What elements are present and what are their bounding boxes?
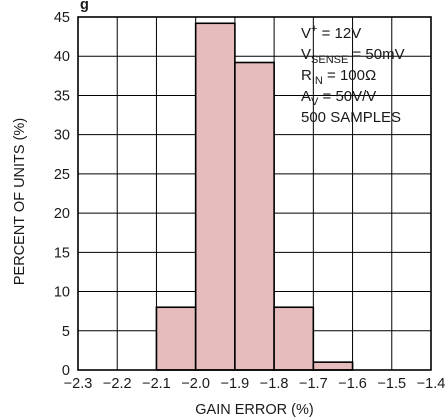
y-tick-label: 10 [54, 285, 70, 301]
x-tick-label: −2.3 [64, 376, 93, 392]
x-axis-title: GAIN ERROR (%) [195, 402, 313, 418]
y-tick-labels: 0 5 10 15 20 25 30 35 40 45 [54, 10, 70, 379]
y-tick-label: 25 [54, 167, 70, 183]
y-axis-title: PERCENT OF UNITS (%) [12, 118, 28, 285]
y-tick-label: 30 [54, 128, 70, 144]
x-tick-label: −1.7 [299, 376, 328, 392]
histogram-bar [155, 306, 197, 371]
annotation-line: RIN = 100Ω [301, 67, 376, 87]
x-tick-label: −1.4 [417, 376, 446, 392]
x-tick-label: −2.0 [181, 376, 210, 392]
x-tick-label: −2.2 [103, 376, 132, 392]
y-tick-label: 5 [62, 324, 70, 340]
x-tick-label: −1.6 [338, 376, 367, 392]
histogram-bar [273, 306, 315, 371]
annotation-line: 500 SAMPLES [301, 109, 401, 126]
histogram-bar [312, 361, 354, 371]
x-tick-label: −2.1 [142, 376, 171, 392]
histogram-bar [234, 61, 275, 371]
annotation-line: AV = 50V/V [301, 88, 376, 108]
y-tick-label: 35 [54, 88, 70, 104]
annotation-line: VSENSE = 50mV [301, 46, 405, 66]
y-tick-label: 45 [54, 10, 70, 26]
x-tick-labels: −2.3 −2.2 −2.1 −2.0 −1.9 −1.8 −1.7 −1.6 −1.5 −1.4 [64, 376, 446, 392]
x-tick-label: −1.5 [377, 376, 406, 392]
plot-frame [77, 16, 432, 371]
x-tick-label: −1.9 [221, 376, 250, 392]
annotation-line: V+ = 12V [301, 23, 361, 42]
y-tick-label: 15 [54, 245, 70, 261]
x-tick-label: −1.8 [260, 376, 289, 392]
title-fragment: g [80, 0, 89, 13]
histogram-bar [194, 22, 236, 371]
y-tick-label: 0 [62, 363, 70, 379]
y-tick-label: 40 [54, 49, 70, 65]
y-tick-label: 20 [54, 206, 70, 222]
